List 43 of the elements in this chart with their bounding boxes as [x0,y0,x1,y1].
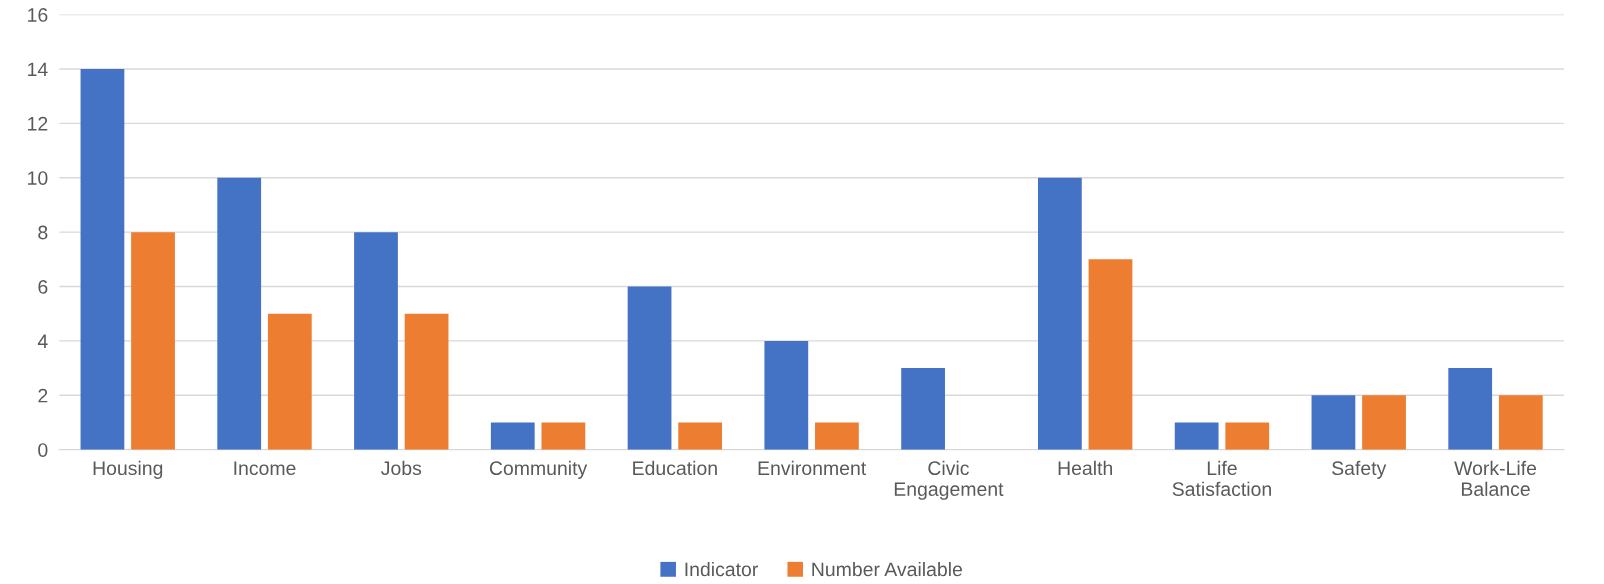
bar [1362,395,1406,450]
x-tick-label: Work-Life Balance [1454,460,1537,497]
bar [80,68,125,450]
bar [267,313,312,450]
legend-label: Indicator [685,561,758,577]
bar [1311,395,1356,450]
x-tick-label: Safety [1332,460,1387,479]
bar [131,232,175,450]
bar [1088,259,1133,450]
x-tick-label: Income [234,461,296,476]
bar [354,232,398,450]
y-tick-label: 6 [38,279,48,294]
y-tick-label: 0 [38,443,48,457]
bar [1498,395,1543,450]
x-tick-label: Housing [93,460,163,479]
legend-label: Number Available [812,561,962,577]
y-tick-label: 12 [28,116,48,131]
bar [404,313,449,450]
y-tick-label: 14 [28,62,48,77]
x-tick-label: Education [633,460,717,476]
bar [541,422,586,450]
x-tick-label: Civic Engagement [894,460,1004,500]
x-tick-label: Jobs [381,460,422,476]
bar [678,422,723,450]
x-tick-label: Life Satisfaction [1172,460,1271,497]
y-tick-label: 2 [38,388,48,403]
bar [815,422,859,450]
bar [1448,368,1493,450]
x-tick-label: Health [1058,460,1113,476]
bar [1174,422,1219,450]
x-tick-label: Community [489,460,588,479]
bar [764,340,809,450]
x-tick-label: Environment [758,460,867,476]
bar [490,422,535,450]
y-tick-label: 4 [37,334,48,348]
y-tick-label: 10 [28,171,48,185]
bar [1037,177,1082,450]
bar [901,368,945,450]
bar [217,177,262,450]
y-tick-label: 8 [38,225,48,240]
bar [1225,422,1270,450]
y-tick-label: 16 [28,8,48,22]
bar [627,286,672,450]
